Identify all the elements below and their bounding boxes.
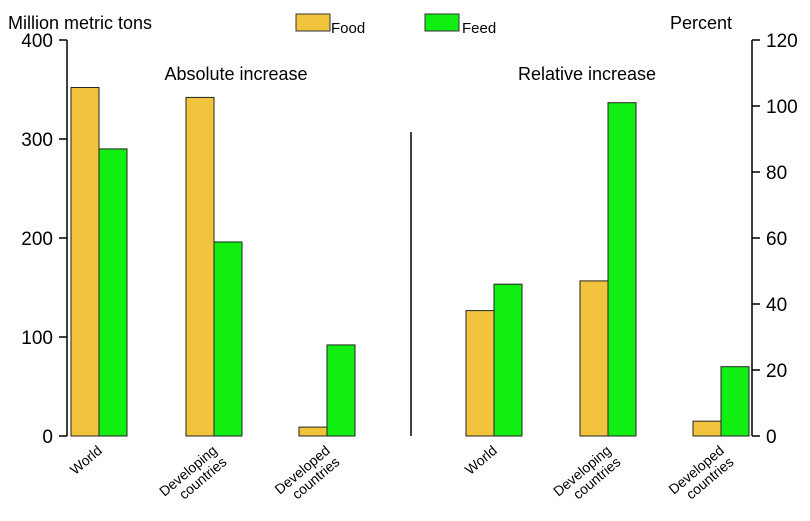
bar-food xyxy=(298,426,328,437)
right-tick-label: 20 xyxy=(766,361,787,382)
category-label: Developedcountries xyxy=(665,442,736,509)
legend: Food Feed xyxy=(295,13,496,37)
bar-food xyxy=(70,87,100,437)
bar-feed xyxy=(213,241,243,437)
legend-label-feed: Feed xyxy=(462,20,496,37)
bar-feed xyxy=(493,283,523,437)
legend-label-food: Food xyxy=(331,20,365,37)
left-tick-label: 100 xyxy=(21,328,53,349)
bar-food xyxy=(579,280,609,437)
bar-food xyxy=(185,96,215,437)
right-axis-ticks: 0 20 40 60 80 100 120 xyxy=(752,31,798,448)
right-tick-label: 40 xyxy=(766,295,787,316)
panel-title-absolute: Absolute increase xyxy=(164,64,307,84)
bar-feed xyxy=(720,366,750,437)
bar-feed xyxy=(607,102,637,437)
category-label: Developedcountries xyxy=(271,442,342,509)
left-tick-label: 300 xyxy=(21,130,53,151)
bar-food xyxy=(692,420,722,437)
right-tick-label: 0 xyxy=(766,427,777,448)
bars xyxy=(70,87,750,437)
bar-food xyxy=(465,310,495,437)
left-tick-label: 400 xyxy=(21,31,53,52)
left-tick-label: 200 xyxy=(21,229,53,250)
bar-feed xyxy=(98,148,128,437)
right-tick-label: 60 xyxy=(766,229,787,250)
right-axis-label: Percent xyxy=(670,13,732,33)
right-tick-label: 120 xyxy=(766,31,798,52)
left-axis-ticks: 0 100 200 300 400 xyxy=(21,31,67,448)
right-tick-label: 80 xyxy=(766,163,787,184)
category-label: Developingcountries xyxy=(550,442,624,511)
category-label: World xyxy=(462,442,500,478)
panel-title-relative: Relative increase xyxy=(518,64,656,84)
category-label: Developingcountries xyxy=(156,442,230,511)
left-tick-label: 0 xyxy=(42,427,53,448)
right-tick-label: 100 xyxy=(766,97,798,118)
bar-feed xyxy=(326,344,356,437)
left-axis-label: Million metric tons xyxy=(8,13,152,33)
legend-swatch-food xyxy=(295,13,331,32)
category-labels: World Developingcountries Developedcountri… xyxy=(67,442,737,511)
legend-swatch-feed xyxy=(424,13,460,32)
category-label: World xyxy=(67,442,105,478)
